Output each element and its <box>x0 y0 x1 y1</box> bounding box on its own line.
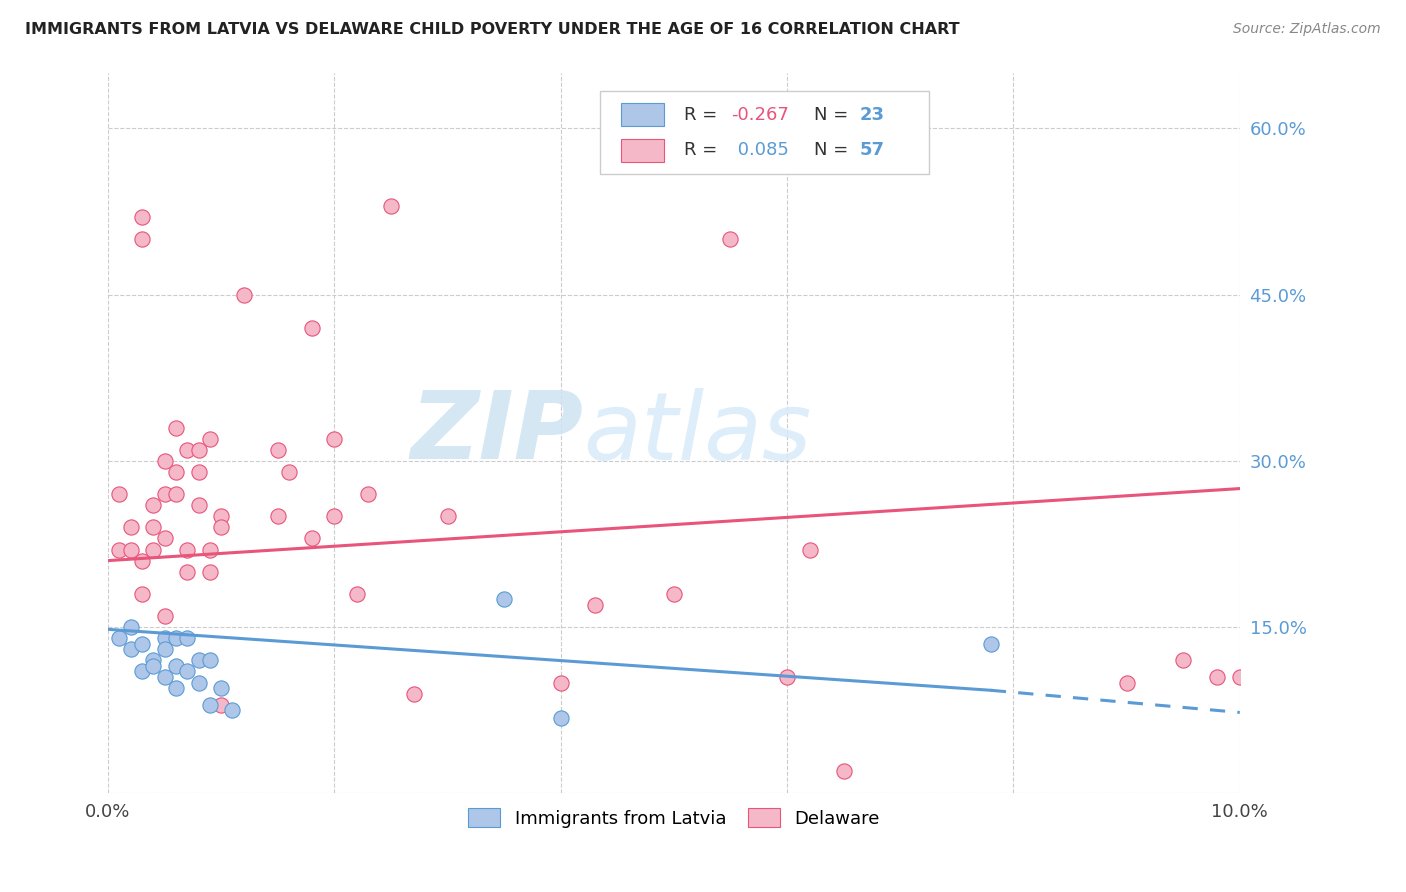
Point <box>176 631 198 645</box>
Point <box>165 465 187 479</box>
Point <box>1206 670 1229 684</box>
Point <box>198 432 221 446</box>
Point <box>550 711 572 725</box>
Point <box>131 232 153 246</box>
Point <box>209 520 232 534</box>
Point <box>1229 670 1251 684</box>
Point <box>165 420 187 434</box>
Point <box>153 609 176 624</box>
Point <box>346 587 368 601</box>
Point <box>108 542 131 557</box>
Point <box>323 432 346 446</box>
Point <box>176 542 198 557</box>
Point <box>165 631 187 645</box>
Point <box>153 631 176 645</box>
Point <box>120 620 142 634</box>
Point <box>323 509 346 524</box>
Point <box>153 670 176 684</box>
Point <box>108 487 131 501</box>
Point <box>131 587 153 601</box>
Point <box>120 542 142 557</box>
Point <box>301 321 323 335</box>
Point <box>108 631 131 645</box>
Point <box>980 637 1002 651</box>
Text: atlas: atlas <box>583 388 811 479</box>
Point <box>301 532 323 546</box>
Text: 23: 23 <box>859 106 884 124</box>
Point <box>209 681 232 695</box>
Point <box>209 698 232 712</box>
Text: N =: N = <box>814 141 855 159</box>
Point <box>187 442 209 457</box>
Point <box>209 509 232 524</box>
Point <box>142 498 165 512</box>
Point <box>267 509 290 524</box>
Text: IMMIGRANTS FROM LATVIA VS DELAWARE CHILD POVERTY UNDER THE AGE OF 16 CORRELATION: IMMIGRANTS FROM LATVIA VS DELAWARE CHILD… <box>25 22 960 37</box>
FancyBboxPatch shape <box>600 91 928 174</box>
Point <box>131 665 153 679</box>
Text: ZIP: ZIP <box>411 387 583 479</box>
Point <box>198 653 221 667</box>
Point <box>278 465 301 479</box>
Point <box>142 542 165 557</box>
Point <box>142 659 165 673</box>
Point <box>165 681 187 695</box>
Point <box>187 465 209 479</box>
Point <box>380 199 402 213</box>
Point <box>232 287 254 301</box>
Point <box>153 642 176 657</box>
Point <box>583 598 606 612</box>
Point <box>187 675 209 690</box>
Point <box>357 487 380 501</box>
Point <box>198 542 221 557</box>
Point <box>131 210 153 224</box>
Point <box>120 642 142 657</box>
Point <box>131 553 153 567</box>
Text: R =: R = <box>685 106 723 124</box>
Point <box>142 520 165 534</box>
Point <box>799 542 821 557</box>
Point <box>494 592 516 607</box>
Bar <box>620 103 664 127</box>
Point <box>198 565 221 579</box>
Text: 0.085: 0.085 <box>731 141 789 159</box>
Point <box>165 659 187 673</box>
Point <box>187 498 209 512</box>
Point <box>832 764 855 779</box>
Point <box>165 487 187 501</box>
Text: N =: N = <box>814 106 855 124</box>
Text: -0.267: -0.267 <box>731 106 790 124</box>
Point <box>120 520 142 534</box>
Point <box>153 532 176 546</box>
Point <box>550 675 572 690</box>
Point <box>176 565 198 579</box>
Point <box>267 442 290 457</box>
Point <box>153 487 176 501</box>
Text: 57: 57 <box>859 141 884 159</box>
Point <box>176 665 198 679</box>
Text: R =: R = <box>685 141 723 159</box>
Point <box>720 232 742 246</box>
Point <box>221 703 243 717</box>
Point <box>153 454 176 468</box>
Point <box>776 670 799 684</box>
Point <box>662 587 685 601</box>
Point <box>1115 675 1137 690</box>
Legend: Immigrants from Latvia, Delaware: Immigrants from Latvia, Delaware <box>460 801 887 835</box>
Point <box>131 637 153 651</box>
Point <box>402 687 425 701</box>
Point <box>198 698 221 712</box>
Point <box>1173 653 1195 667</box>
Point <box>436 509 458 524</box>
Point <box>187 653 209 667</box>
Point <box>142 653 165 667</box>
Text: Source: ZipAtlas.com: Source: ZipAtlas.com <box>1233 22 1381 37</box>
Bar <box>620 138 664 161</box>
Point <box>176 442 198 457</box>
